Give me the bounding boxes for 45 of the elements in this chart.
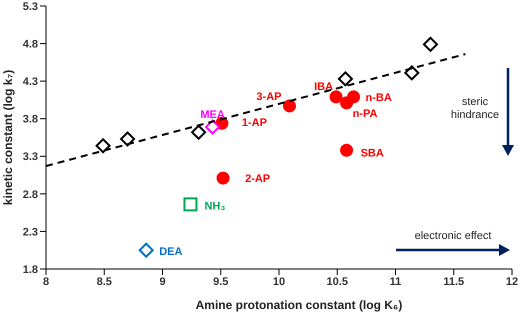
series-label: MEA <box>200 108 225 121</box>
y-axis-title: kinetic constant (log k₇) <box>1 70 15 206</box>
series-label: DEA <box>159 246 182 258</box>
annotation: electronic effect <box>414 230 492 242</box>
point <box>347 90 360 104</box>
x-tick-label: 10 <box>272 276 286 288</box>
annotation: IBA <box>314 80 334 93</box>
y-tick-label: 3.3 <box>22 151 38 164</box>
point <box>191 124 206 140</box>
y-tick-label: 3.8 <box>22 114 38 126</box>
point <box>138 242 154 258</box>
x-tick-label: 8 <box>42 276 50 288</box>
point <box>404 65 420 80</box>
x-tick-label: 8.5 <box>96 276 112 288</box>
x-tick-label: 11.5 <box>443 276 464 288</box>
point <box>282 99 296 112</box>
annotation: 3-AP <box>256 90 282 103</box>
x-tick-label: 11 <box>390 276 402 288</box>
point <box>422 36 438 52</box>
annotation: n-BA <box>366 92 392 104</box>
x-tick-label: 9.5 <box>213 276 228 288</box>
x-tick-label: 9 <box>159 276 166 288</box>
point <box>96 138 111 154</box>
y-tick-label: 4.8 <box>22 38 38 50</box>
annotation: n-PA <box>352 108 378 120</box>
point <box>340 144 354 157</box>
y-tick-label: 2.3 <box>22 226 38 238</box>
annotation: 2-AP <box>245 173 270 186</box>
x-tick-label: 12 <box>506 276 518 288</box>
y-tick-label: 2.8 <box>22 188 38 201</box>
point <box>330 90 343 104</box>
point <box>338 71 353 86</box>
y-tick-label: 4.3 <box>22 76 38 88</box>
annotation: steric hindrance <box>450 96 500 121</box>
x-tick-label: 10.5 <box>326 276 348 288</box>
point <box>183 197 198 212</box>
x-axis-title: Amine protonation constant (log K₆) <box>196 298 402 312</box>
series-label: NH₃ <box>204 200 226 212</box>
point <box>120 132 136 147</box>
point <box>205 119 220 134</box>
y-tick-label: 5.3 <box>22 0 38 13</box>
point <box>216 172 230 185</box>
annotation: 1-AP <box>242 117 267 130</box>
annotation: SBA <box>360 147 384 160</box>
y-tick-label: 1.8 <box>22 264 38 276</box>
